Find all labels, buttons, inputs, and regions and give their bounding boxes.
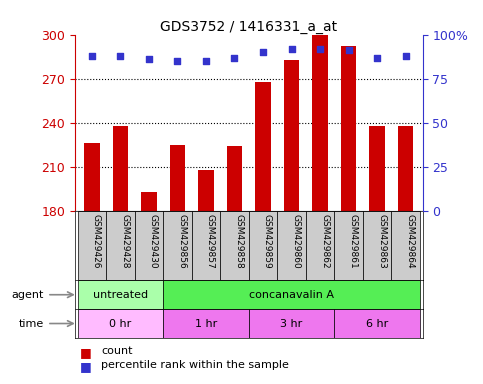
Text: GSM429863: GSM429863	[377, 214, 386, 269]
Title: GDS3752 / 1416331_a_at: GDS3752 / 1416331_a_at	[160, 20, 337, 33]
Text: ■: ■	[80, 346, 91, 359]
Bar	[369, 126, 385, 211]
Text: GSM429864: GSM429864	[406, 214, 414, 268]
Point	[145, 56, 153, 62]
Text: GSM429856: GSM429856	[177, 214, 186, 269]
Bar	[135, 211, 163, 280]
Bar	[192, 211, 220, 280]
Text: percentile rank within the sample: percentile rank within the sample	[101, 360, 289, 370]
Point	[116, 53, 124, 59]
Bar	[398, 126, 413, 211]
Text: 0 hr: 0 hr	[109, 318, 131, 329]
Bar	[106, 211, 135, 280]
Bar	[163, 211, 192, 280]
Text: time: time	[18, 318, 43, 329]
Text: GSM429428: GSM429428	[120, 214, 129, 268]
Point	[259, 49, 267, 55]
Text: 1 hr: 1 hr	[195, 318, 217, 329]
Bar	[391, 211, 420, 280]
Point	[345, 47, 353, 53]
Text: 6 hr: 6 hr	[366, 318, 388, 329]
Bar	[78, 309, 163, 338]
Text: GSM429857: GSM429857	[206, 214, 215, 269]
Point	[202, 58, 210, 64]
Bar	[284, 60, 299, 211]
Bar	[78, 280, 163, 309]
Text: GSM429861: GSM429861	[349, 214, 357, 269]
Text: GSM429858: GSM429858	[234, 214, 243, 269]
Text: agent: agent	[11, 290, 43, 300]
Bar	[249, 211, 277, 280]
Bar	[306, 211, 334, 280]
Bar	[220, 211, 249, 280]
Bar	[341, 46, 356, 211]
Text: ■: ■	[80, 360, 91, 373]
Point	[230, 55, 238, 61]
Bar	[277, 211, 306, 280]
Bar	[363, 211, 391, 280]
Bar	[84, 144, 100, 211]
Bar	[170, 145, 185, 211]
Bar	[113, 126, 128, 211]
Text: untreated: untreated	[93, 290, 148, 300]
Bar	[198, 170, 214, 211]
Bar	[163, 280, 420, 309]
Text: GSM429860: GSM429860	[292, 214, 300, 269]
Point	[288, 46, 296, 52]
Bar	[227, 146, 242, 211]
Point	[88, 53, 96, 59]
Bar	[334, 309, 420, 338]
Text: concanavalin A: concanavalin A	[249, 290, 334, 300]
Text: 3 hr: 3 hr	[280, 318, 303, 329]
Point	[316, 46, 324, 52]
Bar	[312, 35, 328, 211]
Bar	[334, 211, 363, 280]
Text: GSM429859: GSM429859	[263, 214, 272, 269]
Text: count: count	[101, 346, 133, 356]
Point	[402, 53, 410, 59]
Bar	[249, 309, 334, 338]
Bar	[78, 211, 106, 280]
Point	[373, 55, 381, 61]
Text: GSM429426: GSM429426	[92, 214, 101, 268]
Bar	[255, 82, 271, 211]
Bar	[163, 309, 249, 338]
Text: GSM429862: GSM429862	[320, 214, 329, 268]
Bar	[141, 192, 157, 211]
Point	[173, 58, 181, 64]
Text: GSM429430: GSM429430	[149, 214, 158, 268]
